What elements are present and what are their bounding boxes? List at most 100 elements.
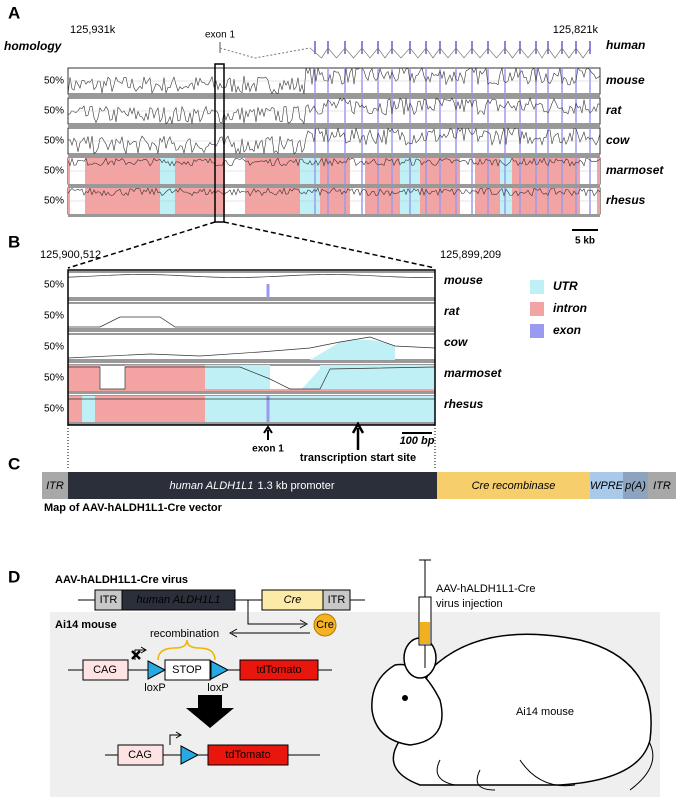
caption: Map of AAV-hALDH1L1-Cre vector bbox=[44, 502, 223, 514]
mouse-label: Ai14 mouse bbox=[55, 619, 117, 631]
cre-protein bbox=[313, 613, 337, 637]
conservation-line bbox=[68, 316, 435, 328]
segment-label: human ALDH1L1 1.3 kb promoter bbox=[169, 480, 334, 492]
intron-region bbox=[95, 396, 205, 422]
legend-label: intron bbox=[553, 301, 587, 315]
percent-label: 50% bbox=[44, 196, 64, 207]
segment-label: WPRE bbox=[590, 480, 624, 492]
utr-region bbox=[82, 396, 95, 422]
zoom-line bbox=[67, 221, 216, 269]
cag-box bbox=[117, 744, 164, 766]
percent-label: 50% bbox=[44, 373, 64, 384]
segment-label: ITR bbox=[46, 480, 64, 492]
box-label: Cre bbox=[284, 594, 302, 606]
conservation-line bbox=[67, 274, 434, 278]
mouse-body bbox=[392, 633, 652, 786]
vector-segment bbox=[42, 472, 68, 499]
track bbox=[67, 66, 601, 97]
loxp-label: loxP bbox=[144, 682, 165, 694]
box-label: ITR bbox=[100, 594, 118, 606]
segment-label: p(A) bbox=[624, 480, 646, 492]
utr-region bbox=[310, 339, 395, 360]
utr-region bbox=[270, 369, 320, 391]
arrow bbox=[263, 425, 273, 440]
separator bbox=[68, 329, 435, 332]
track-name: cow bbox=[606, 133, 630, 147]
track-name: rhesus bbox=[606, 193, 646, 207]
loxp-site bbox=[147, 660, 167, 680]
conservation-line bbox=[67, 66, 601, 95]
track-name: human bbox=[606, 38, 645, 52]
conservation-line bbox=[67, 126, 601, 155]
coordinate: 125,931k bbox=[70, 24, 116, 36]
baseline bbox=[68, 389, 435, 391]
vector-segment bbox=[648, 472, 676, 499]
track-name: marmoset bbox=[606, 163, 664, 177]
utr-region bbox=[205, 396, 435, 422]
vector-segment bbox=[437, 472, 590, 499]
scale-label: 100 bp bbox=[400, 435, 435, 447]
track bbox=[67, 333, 436, 363]
cag-box bbox=[82, 659, 129, 681]
conservation-line bbox=[67, 96, 601, 125]
big-arrow bbox=[186, 695, 234, 728]
legend-swatch bbox=[530, 302, 544, 316]
tdtomato-box bbox=[207, 744, 289, 766]
percent-label: 50% bbox=[44, 136, 64, 147]
percent-label: 50% bbox=[44, 280, 64, 291]
track-name: rat bbox=[606, 103, 622, 117]
percent-label: 50% bbox=[44, 342, 64, 353]
vector-segment bbox=[590, 472, 623, 499]
track bbox=[67, 157, 601, 187]
row-header: homology bbox=[4, 39, 63, 53]
track bbox=[67, 126, 601, 157]
block-mark bbox=[131, 650, 141, 660]
track-border bbox=[67, 269, 436, 426]
track bbox=[67, 395, 436, 425]
recombination-label: recombination bbox=[150, 628, 219, 640]
track-name: marmoset bbox=[444, 366, 502, 380]
segment-label: ITR bbox=[653, 480, 671, 492]
intron-dotted bbox=[219, 47, 311, 59]
percent-label: 50% bbox=[44, 311, 64, 322]
track-name: rhesus bbox=[444, 397, 484, 411]
track-name: cow bbox=[444, 335, 468, 349]
track-frame bbox=[67, 302, 436, 330]
vector-segment bbox=[623, 472, 648, 499]
legend-swatch bbox=[530, 324, 544, 338]
separator bbox=[68, 214, 600, 217]
track bbox=[67, 271, 436, 301]
track bbox=[67, 187, 601, 217]
tdtomato-box bbox=[239, 659, 319, 681]
separator bbox=[68, 391, 435, 394]
box-label: CAG bbox=[93, 664, 117, 676]
track bbox=[67, 302, 436, 332]
track-name: rat bbox=[444, 304, 460, 318]
scale-label: 5 kb bbox=[575, 236, 595, 247]
track bbox=[67, 364, 436, 394]
segment-label: 1.3 kb promoter bbox=[257, 480, 334, 492]
separator bbox=[68, 124, 600, 127]
intron-region bbox=[68, 365, 100, 391]
utr-region bbox=[320, 365, 435, 391]
intron-region bbox=[68, 396, 82, 422]
track bbox=[67, 96, 601, 127]
track-name: mouse bbox=[444, 273, 483, 287]
box-label: human ALDH1L1 bbox=[137, 594, 221, 606]
separator bbox=[68, 298, 435, 301]
segment-label: Cre recombinase bbox=[472, 480, 556, 492]
intron-region bbox=[125, 365, 205, 391]
conservation-line bbox=[67, 336, 436, 359]
arrow-label: transcription start site bbox=[300, 452, 416, 464]
panel-label: C bbox=[8, 454, 20, 473]
segment-label: human ALDH1L1 bbox=[169, 480, 253, 492]
vector-box bbox=[322, 589, 351, 611]
promoter-arrow bbox=[169, 731, 182, 745]
injection-label: AAV-hALDH1L1-Cre bbox=[436, 583, 535, 595]
legend-label: exon bbox=[553, 323, 581, 337]
panel-label: B bbox=[8, 232, 20, 251]
vector-segment bbox=[68, 472, 437, 499]
conservation-line bbox=[68, 366, 436, 390]
syringe-fluid bbox=[420, 622, 430, 644]
